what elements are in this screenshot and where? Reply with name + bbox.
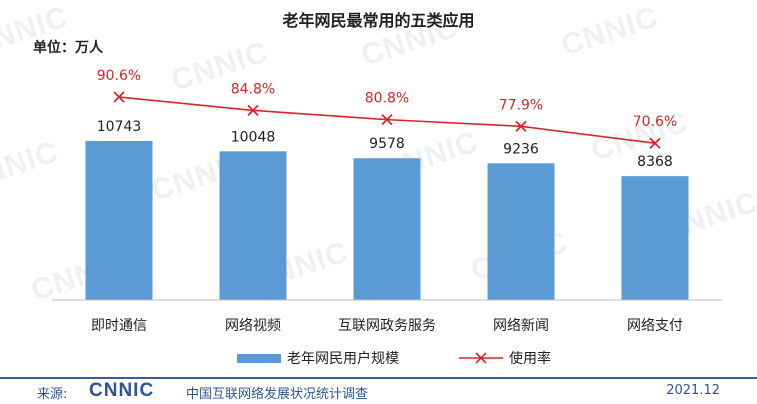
cnnic-logo: CNNIC	[89, 380, 155, 401]
bar	[219, 151, 287, 300]
bar-value-label: 10048	[231, 129, 276, 145]
rate-marker	[113, 91, 125, 103]
rate-value-label: 84.8%	[231, 81, 275, 97]
footer: 来源: CNNIC 中国互联网络发展状况统计调查 2021.12	[0, 377, 757, 404]
legend-item-line: 使用率	[459, 348, 551, 368]
rate-value-label: 90.6%	[97, 68, 141, 84]
rate-marker	[649, 137, 661, 149]
rate-marker	[247, 104, 259, 117]
rate-marker	[381, 114, 393, 126]
rate-marker-stroke	[247, 104, 259, 117]
legend-line-label: 使用率	[509, 351, 551, 367]
legend-bar-swatch	[237, 353, 281, 363]
bar-value-label: 10743	[97, 119, 142, 135]
category-tick-label: 即时通信	[91, 318, 147, 334]
legend-line-swatch	[459, 352, 503, 364]
rate-marker-stroke	[381, 114, 393, 126]
rate-value-label: 77.9%	[499, 97, 543, 113]
bar	[621, 176, 689, 300]
footer-org: 中国互联网络发展状况统计调查	[186, 387, 369, 402]
rate-marker-stroke	[515, 120, 527, 132]
category-tick-label: 网络视频	[225, 318, 281, 334]
bar	[487, 163, 555, 300]
footer-source-label: 来源:	[37, 387, 68, 402]
footer-date: 2021.12	[666, 383, 720, 398]
bar-value-label: 8368	[637, 154, 673, 170]
rate-value-label: 80.8%	[365, 91, 409, 107]
unit-label: 单位：万人	[33, 40, 103, 56]
bar-value-label: 9236	[503, 141, 539, 157]
rate-marker-stroke	[649, 137, 661, 149]
rate-marker	[515, 120, 527, 132]
legend-bar-label: 老年网民用户规模	[287, 351, 399, 367]
bar	[85, 141, 153, 300]
chart-title: 老年网民最常用的五类应用	[282, 11, 475, 30]
bar	[353, 158, 421, 300]
chart-plot: 10743 90.6% 10048 84.8% 9578 80.8% 9236 77.9% 83…	[52, 68, 722, 334]
category-tick-label: 网络支付	[627, 318, 683, 334]
category-tick-label: 互联网政务服务	[338, 318, 436, 334]
rate-marker-stroke	[113, 91, 125, 103]
bar-value-label: 9578	[369, 136, 405, 152]
rate-value-label: 70.6%	[633, 114, 677, 130]
legend-item-bar: 老年网民用户规模	[237, 348, 399, 368]
category-tick-label: 网络新闻	[493, 318, 549, 334]
legend: 老年网民用户规模 使用率	[0, 348, 757, 368]
